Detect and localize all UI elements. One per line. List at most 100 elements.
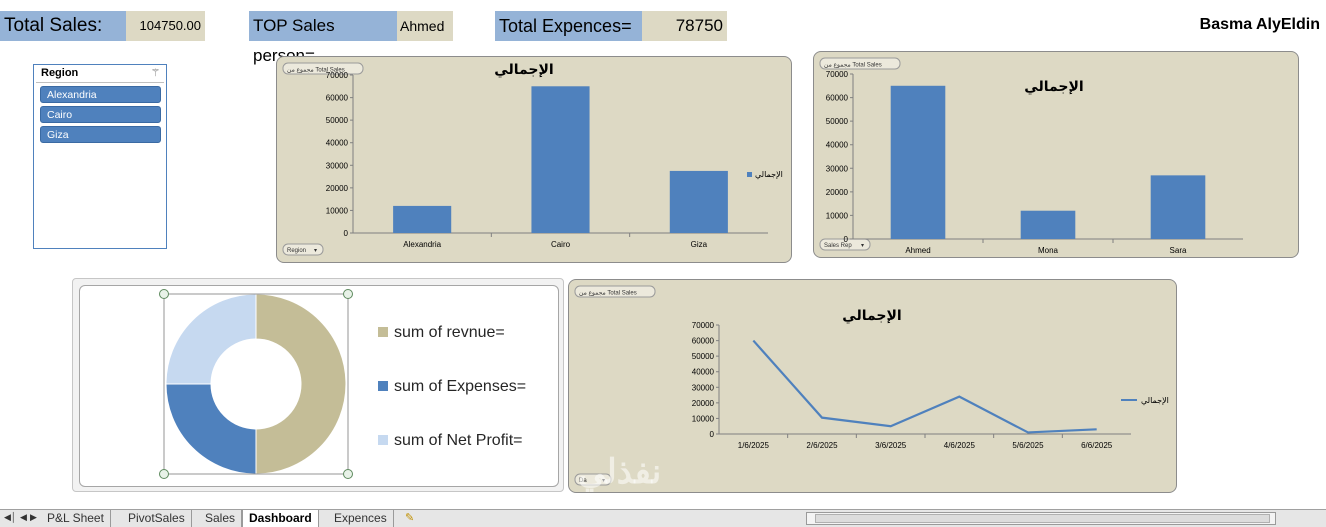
legend-profit: sum of Net Profit= — [378, 432, 523, 450]
y-tick-label: 40000 — [326, 139, 349, 148]
field-button-label: مجموع من Total Sales — [824, 63, 882, 69]
resize-handle — [159, 289, 169, 299]
y-tick-label: 0 — [710, 430, 715, 439]
legend-swatch — [747, 172, 752, 177]
axis-field-button — [819, 238, 871, 251]
tab-expences[interactable]: Expences — [328, 510, 394, 527]
total-sales-value[interactable]: 104750.00 — [126, 11, 205, 41]
axis-field-button — [574, 473, 612, 486]
y-tick-label: 60000 — [826, 94, 849, 103]
region-sales-chart[interactable]: مجموع من Total Sales Region ▾ الإجمالي 0 1000… — [276, 56, 792, 263]
resize-handle — [159, 469, 169, 479]
chart-title: الإجمالي — [1024, 79, 1083, 95]
bar-mona — [1020, 210, 1076, 239]
donut-chart-frame[interactable]: sum of revnue= sum of Expenses= sum of N… — [72, 278, 564, 492]
x-tick-label: 1/6/2025 — [738, 441, 770, 450]
bar-alexandria — [393, 205, 452, 233]
slicer-header: Region ⚚ — [36, 65, 164, 83]
salesrep-sales-chart-svg: مجموع من Total Sales Sales Rep ▾ الإجمالي 0 1… — [819, 57, 1243, 255]
tab-pl-sheet[interactable]: P&L Sheet — [41, 510, 111, 527]
daily-sales-line-chart[interactable]: مجموع من Total Sales Da ▾ الإجمالي 0 10000 200… — [568, 279, 1177, 493]
prev-sheet-icon[interactable]: ◀ — [20, 512, 27, 522]
legend-expenses-swatch — [378, 381, 388, 391]
bar-ahmed — [890, 85, 946, 240]
slicer-item-giza[interactable]: Giza — [40, 126, 161, 143]
x-tick-label: 4/6/2025 — [944, 441, 976, 450]
legend-label: الإجمالي — [755, 170, 783, 180]
y-tick-label: 10000 — [326, 206, 349, 215]
y-tick-label: 0 — [344, 229, 349, 238]
salesrep-sales-chart[interactable]: مجموع من Total Sales Sales Rep ▾ الإجمالي 0 1… — [813, 51, 1299, 258]
x-tick-label: Cairo — [551, 240, 571, 249]
top-person-label: TOP Sales person= — [249, 11, 397, 65]
resize-handle — [343, 289, 353, 299]
dropdown-arrow-icon: ▾ — [314, 248, 317, 254]
first-sheet-icon[interactable]: ◀│ — [4, 512, 17, 522]
bar-giza — [669, 170, 728, 233]
y-tick-label: 50000 — [326, 116, 349, 125]
x-tick-label: Mona — [1038, 246, 1059, 255]
y-tick-label: 50000 — [692, 352, 715, 361]
total-expenses-value[interactable]: 78750 — [642, 11, 727, 41]
watermark-logo: نفذلي — [578, 453, 662, 491]
donut-slice-2 — [165, 293, 257, 385]
y-tick-label: 0 — [844, 235, 849, 244]
field-button — [282, 62, 364, 75]
axis-field-button-label: Region — [287, 248, 306, 254]
tab-pivotsales[interactable]: PivotSales — [122, 510, 192, 527]
clear-filter-icon[interactable]: ⚚ — [151, 68, 160, 79]
x-tick-label: 6/6/2025 — [1081, 441, 1113, 450]
sheet-tab-bar: ◀│ ◀ ▶ P&L Sheet PivotSales Sales Dashbo… — [0, 509, 1326, 527]
y-tick-label: 30000 — [326, 161, 349, 170]
scrollbar-thumb[interactable] — [815, 514, 1270, 523]
donut-chart-area: sum of revnue= sum of Expenses= sum of N… — [79, 285, 559, 487]
y-tick-label: 10000 — [826, 211, 849, 220]
y-tick-label: 40000 — [692, 368, 715, 377]
author-name: Basma AlyEldin — [1199, 16, 1320, 33]
donut-slice-0 — [255, 293, 347, 475]
legend-expenses: sum of Expenses= — [378, 378, 526, 396]
axis-field-button — [282, 243, 324, 256]
slicer-item-cairo[interactable]: Cairo — [40, 106, 161, 123]
selection-box — [163, 293, 349, 475]
field-button — [574, 285, 656, 298]
legend-revenue-label: sum of revnue= — [394, 324, 505, 341]
x-tick-label: Alexandria — [403, 240, 441, 249]
region-sales-chart-svg: مجموع من Total Sales Region ▾ الإجمالي 0 1000… — [282, 62, 783, 256]
y-tick-label: 70000 — [326, 71, 349, 80]
total-sales-label: Total Sales: — [0, 11, 126, 41]
x-tick-label: 2/6/2025 — [806, 441, 838, 450]
x-tick-label: Giza — [691, 240, 708, 249]
y-tick-label: 50000 — [826, 117, 849, 126]
chart-title: الإجمالي — [494, 62, 553, 78]
resize-handle — [343, 469, 353, 479]
x-tick-label: 3/6/2025 — [875, 441, 907, 450]
slicer-title: Region — [41, 67, 79, 79]
slicer-item-alexandria[interactable]: Alexandria — [40, 86, 161, 103]
legend-expenses-label: sum of Expenses= — [394, 378, 527, 395]
horizontal-scrollbar[interactable] — [806, 512, 1276, 525]
bar-cairo — [531, 86, 590, 234]
legend-revenue-swatch — [378, 327, 388, 337]
top-person-value[interactable]: Ahmed — [397, 11, 453, 41]
axis-field-button-label: Sales Rep — [824, 243, 852, 249]
tab-sales[interactable]: Sales — [199, 510, 243, 527]
donut-chart — [159, 289, 353, 479]
bar-sara — [1150, 175, 1206, 239]
legend-label: الإجمالي — [1141, 396, 1169, 406]
field-button — [819, 57, 901, 70]
legend-profit-swatch — [378, 435, 388, 445]
donut-slice-1 — [165, 383, 257, 475]
dropdown-arrow-icon: ▾ — [602, 478, 605, 484]
series-line — [752, 339, 1097, 434]
y-tick-label: 70000 — [692, 321, 715, 330]
next-sheet-icon[interactable]: ▶ — [30, 512, 37, 522]
tab-dashboard[interactable]: Dashboard — [242, 510, 319, 527]
y-tick-label: 30000 — [692, 383, 715, 392]
insert-sheet-icon[interactable]: ✎ — [405, 512, 415, 524]
x-tick-label: 5/6/2025 — [1012, 441, 1044, 450]
x-tick-label: Sara — [1170, 246, 1187, 255]
region-slicer[interactable]: Region ⚚ Alexandria Cairo Giza — [33, 64, 167, 249]
y-tick-label: 40000 — [826, 141, 849, 150]
